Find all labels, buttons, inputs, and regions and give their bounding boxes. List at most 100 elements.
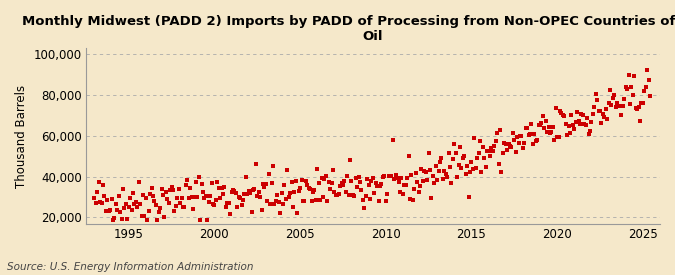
- Point: [545, 131, 556, 136]
- Point: [285, 191, 296, 195]
- Point: [475, 139, 485, 144]
- Point: [559, 114, 570, 118]
- Point: [176, 196, 187, 200]
- Point: [473, 151, 484, 155]
- Point: [240, 174, 251, 179]
- Point: [276, 191, 287, 196]
- Point: [327, 167, 338, 172]
- Point: [495, 128, 506, 133]
- Point: [207, 202, 218, 206]
- Point: [360, 193, 371, 198]
- Point: [193, 175, 204, 180]
- Point: [593, 109, 604, 114]
- Point: [265, 202, 275, 207]
- Point: [316, 176, 327, 180]
- Point: [427, 174, 438, 178]
- Point: [641, 85, 651, 89]
- Point: [330, 193, 341, 197]
- Point: [637, 101, 648, 105]
- Point: [612, 100, 622, 105]
- Point: [432, 178, 443, 182]
- Point: [89, 196, 100, 200]
- Point: [512, 134, 522, 139]
- Point: [601, 117, 612, 121]
- Point: [442, 175, 453, 179]
- Point: [535, 123, 545, 127]
- Point: [547, 125, 558, 129]
- Point: [212, 180, 223, 184]
- Point: [618, 104, 628, 108]
- Point: [129, 202, 140, 206]
- Point: [290, 178, 301, 183]
- Point: [555, 109, 566, 113]
- Point: [629, 74, 640, 78]
- Point: [564, 131, 575, 136]
- Point: [514, 134, 525, 139]
- Point: [497, 150, 508, 155]
- Point: [587, 112, 598, 116]
- Point: [455, 145, 466, 149]
- Point: [321, 174, 331, 179]
- Point: [279, 182, 290, 187]
- Point: [443, 151, 454, 156]
- Point: [256, 208, 267, 213]
- Point: [95, 200, 105, 204]
- Point: [597, 112, 608, 116]
- Point: [124, 205, 134, 210]
- Point: [362, 177, 373, 182]
- Point: [103, 209, 114, 213]
- Point: [412, 180, 423, 185]
- Point: [643, 78, 654, 82]
- Point: [435, 160, 446, 164]
- Point: [518, 146, 529, 151]
- Point: [230, 191, 241, 196]
- Point: [221, 205, 232, 209]
- Point: [170, 204, 181, 208]
- Point: [537, 114, 548, 118]
- Point: [542, 130, 553, 134]
- Point: [354, 180, 365, 184]
- Point: [165, 188, 176, 192]
- Point: [180, 183, 191, 187]
- Point: [299, 199, 310, 204]
- Point: [483, 148, 494, 153]
- Point: [605, 88, 616, 92]
- Point: [476, 170, 487, 174]
- Point: [200, 193, 211, 198]
- Y-axis label: Thousand Barrels: Thousand Barrels: [15, 84, 28, 188]
- Point: [122, 217, 133, 221]
- Point: [325, 186, 335, 191]
- Point: [273, 200, 284, 204]
- Point: [513, 140, 524, 145]
- Point: [487, 149, 498, 153]
- Point: [606, 102, 617, 107]
- Point: [477, 144, 488, 149]
- Point: [252, 194, 263, 198]
- Point: [489, 144, 500, 148]
- Point: [272, 192, 283, 197]
- Point: [536, 120, 547, 125]
- Point: [440, 172, 451, 176]
- Point: [462, 163, 472, 168]
- Point: [309, 188, 320, 192]
- Point: [225, 211, 236, 216]
- Point: [152, 217, 163, 222]
- Point: [249, 187, 260, 192]
- Point: [140, 196, 151, 200]
- Point: [421, 170, 431, 175]
- Point: [156, 187, 167, 192]
- Title: Monthly Midwest (PADD 2) Imports by PADD of Processing from Non-OPEC Countries o: Monthly Midwest (PADD 2) Imports by PADD…: [22, 15, 675, 43]
- Point: [499, 141, 510, 145]
- Point: [293, 189, 304, 193]
- Point: [101, 209, 111, 213]
- Point: [369, 191, 380, 195]
- Point: [509, 138, 520, 142]
- Point: [436, 155, 447, 160]
- Point: [157, 193, 168, 197]
- Point: [194, 217, 205, 222]
- Point: [312, 167, 323, 171]
- Point: [399, 183, 410, 187]
- Point: [336, 180, 347, 185]
- Point: [431, 164, 441, 168]
- Point: [394, 180, 404, 184]
